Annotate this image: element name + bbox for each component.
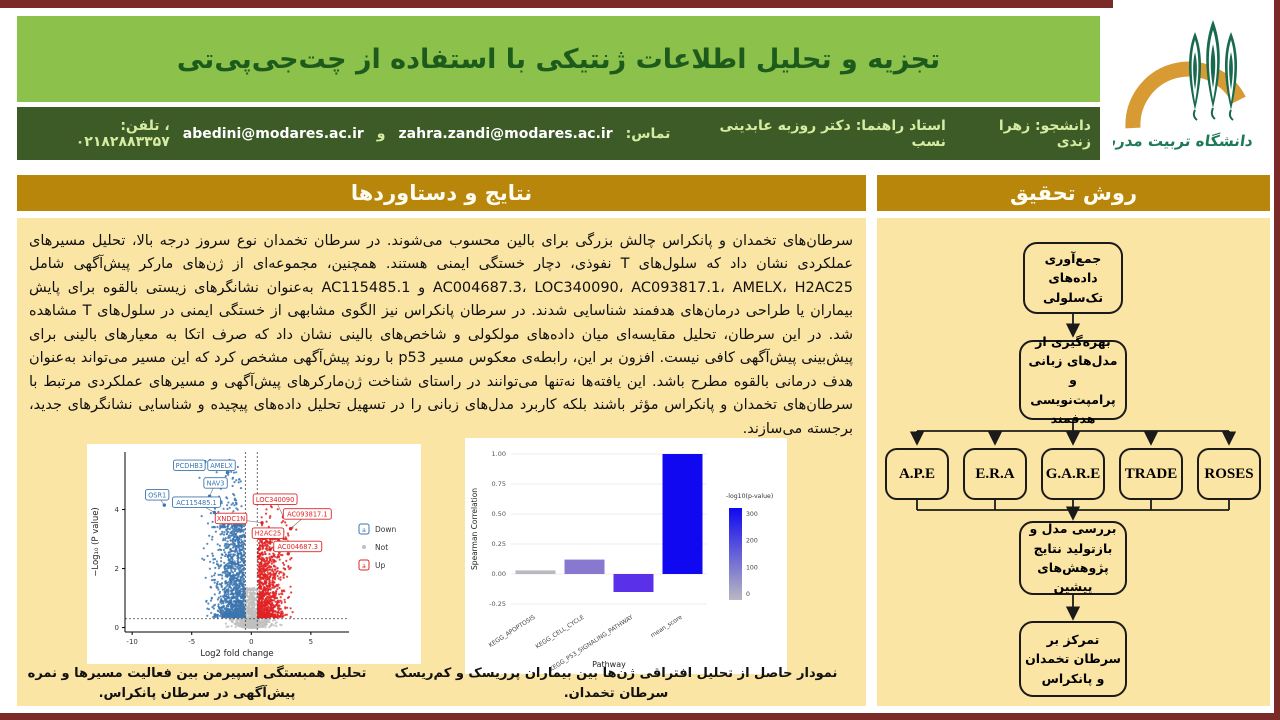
title-banner: تجزیه و تحلیل اطلاعات ژنتیکی با استفاده … xyxy=(17,16,1100,102)
svg-text:5: 5 xyxy=(309,638,313,646)
svg-text:LOC340090: LOC340090 xyxy=(256,496,294,504)
svg-text:2: 2 xyxy=(115,565,119,573)
flow-model-trade: TRADE xyxy=(1119,448,1183,500)
method-panel: جمع‌آوری داده‌های تک‌سلولی بهره‌گیری از … xyxy=(877,218,1270,706)
frame-bottom-band xyxy=(0,713,1280,720)
flow-step-llm-prompting: بهره‌گیری از مدل‌های زبانی و پرامپت‌نویس… xyxy=(1019,334,1127,426)
svg-text:Pathway: Pathway xyxy=(592,660,626,669)
logo-caption-text: دانشگاه تربیت مدرس xyxy=(1113,132,1254,150)
spearman-bar-chart: KEGG_APOPTOSIS KEGG_CELL_CYCLE KEGG_P53_SI… xyxy=(465,438,787,674)
svg-text:Log2 fold change: Log2 fold change xyxy=(200,649,273,659)
svg-text:0.25: 0.25 xyxy=(492,540,506,548)
flow-step-focus-cancers: تمرکز بر سرطان تخمدان و پانکراس xyxy=(1019,621,1127,697)
volcano-caption: نمودار حاصل از تحلیل افتراقی ژن‌ها بین ب… xyxy=(394,666,838,701)
flow-step-reproduce-results: بررسی مدل و بازتولید نتایج پژوهش‌های پیش… xyxy=(1019,521,1127,595)
and-word: و xyxy=(376,125,386,142)
method-section-header: روش تحقیق xyxy=(877,175,1270,211)
svg-text:0.00: 0.00 xyxy=(492,570,506,578)
svg-text:PCDHB3: PCDHB3 xyxy=(176,462,203,470)
flow-model-roses: ROSES xyxy=(1197,448,1261,500)
svg-text:a: a xyxy=(362,527,366,534)
authors-info-bar: دانشجو: زهرا زندی استاد راهنما: دکتر روز… xyxy=(17,107,1100,160)
student-name: دانشجو: زهرا زندی xyxy=(998,117,1091,150)
svg-text:AC004687.3: AC004687.3 xyxy=(278,543,318,551)
svg-text:−Log₁₀ (P value): −Log₁₀ (P value) xyxy=(91,507,101,577)
volcano-plot: -10 -5 0 5 0 2 4 Log2 fold change −Log₁₀ (P valu… xyxy=(87,444,421,664)
flow-step-collect-data: جمع‌آوری داده‌های تک‌سلولی xyxy=(1023,242,1123,314)
svg-text:200: 200 xyxy=(746,538,758,545)
spearman-caption: تحلیل همبستگی اسپیرمن بین فعالیت مسیرها … xyxy=(27,666,367,701)
flowchart-connectors xyxy=(909,314,1237,621)
svg-text:Not: Not xyxy=(375,543,388,552)
svg-text:1.00: 1.00 xyxy=(492,450,506,458)
svg-text:NAV3: NAV3 xyxy=(207,480,225,488)
svg-text:300: 300 xyxy=(746,511,758,518)
frame-top-band xyxy=(0,0,1113,8)
svg-text:100: 100 xyxy=(746,564,758,571)
svg-text:-0.25: -0.25 xyxy=(489,600,506,608)
email-student: zahra.zandi@modares.ac.ir xyxy=(398,125,613,142)
phone-number: ، تلفن: ۰۲۱۸۲۸۸۳۳۵۷ xyxy=(75,117,170,150)
results-header-label: نتایج و دستاوردها xyxy=(350,181,533,205)
svg-text:OSR1: OSR1 xyxy=(148,491,166,499)
svg-text:Down: Down xyxy=(375,525,396,534)
email-advisor: abedini@modares.ac.ir xyxy=(182,125,364,142)
svg-text:-10: -10 xyxy=(126,638,137,646)
svg-text:4: 4 xyxy=(115,506,120,514)
svg-text:AC115485.1: AC115485.1 xyxy=(176,499,216,507)
contact-label: تماس: xyxy=(625,125,671,142)
advisor-name: استاد راهنما: دکتر روزبه عابدینی نسب xyxy=(719,117,946,150)
method-header-label: روش تحقیق xyxy=(1009,181,1138,205)
svg-text:Spearman Correlation: Spearman Correlation xyxy=(470,488,479,570)
poster-title: تجزیه و تحلیل اطلاعات ژنتیکی با استفاده … xyxy=(176,43,941,75)
svg-text:XNDC1N: XNDC1N xyxy=(217,515,245,523)
results-paragraph: سرطان‌های تخمدان و پانکراس چالش بزرگی بر… xyxy=(29,233,853,437)
svg-text:0: 0 xyxy=(115,624,119,632)
flow-model-ape: A.P.E xyxy=(885,448,949,500)
tarbiat-modares-logo-icon: دانشگاه تربیت مدرس xyxy=(1113,20,1254,150)
results-panel: سرطان‌های تخمدان و پانکراس چالش بزرگی بر… xyxy=(17,218,866,706)
cypress-trees-icon xyxy=(1188,20,1238,121)
svg-text:AMELX: AMELX xyxy=(210,462,233,470)
flow-model-era: E.R.A xyxy=(963,448,1027,500)
frame-right-band xyxy=(1274,0,1280,720)
svg-text:-log10(p-value): -log10(p-value) xyxy=(726,493,773,500)
svg-text:H2AC25: H2AC25 xyxy=(255,530,282,538)
svg-text:0: 0 xyxy=(746,591,750,598)
flow-model-gare: G.A.R.E xyxy=(1041,448,1105,500)
svg-text:-5: -5 xyxy=(188,638,195,646)
svg-text:AC093817.1: AC093817.1 xyxy=(287,511,327,519)
results-section-header: نتایج و دستاوردها xyxy=(17,175,866,211)
svg-text:0.75: 0.75 xyxy=(492,480,506,488)
svg-text:Up: Up xyxy=(375,561,385,570)
university-logo: دانشگاه تربیت مدرس xyxy=(1113,8,1273,166)
svg-text:a: a xyxy=(362,563,366,570)
svg-text:0.50: 0.50 xyxy=(492,510,506,518)
svg-text:0: 0 xyxy=(249,638,253,646)
